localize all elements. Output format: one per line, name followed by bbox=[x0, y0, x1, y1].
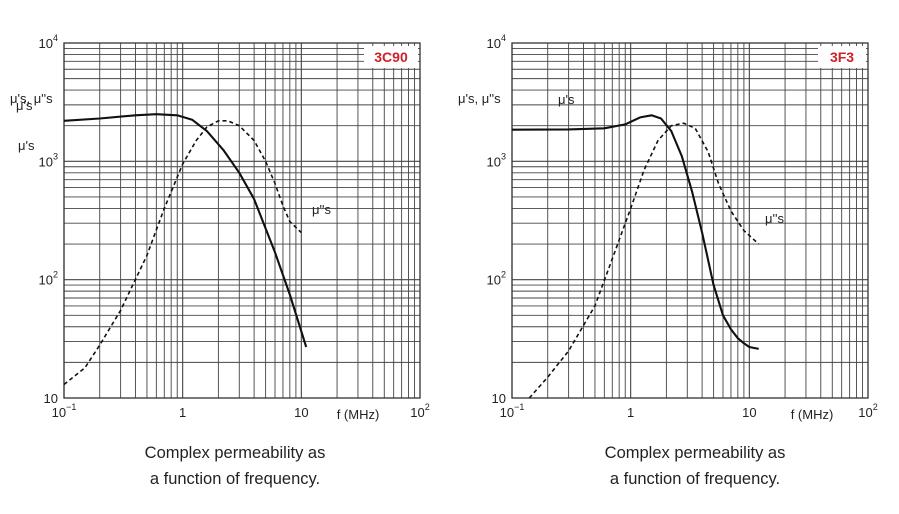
x-tick-label: 1 bbox=[627, 405, 634, 420]
chart-panel-3c90: 3C90 10−1 1 10 102 10 102 103 104 f (MHz) μ's, μ''… bbox=[10, 33, 430, 488]
series-label-mu-real-curve: μ's bbox=[18, 138, 35, 153]
y-axis-label: μ's, μ''s bbox=[458, 91, 501, 106]
plot-frame bbox=[511, 42, 869, 399]
material-label-bg bbox=[818, 46, 866, 68]
series-label-mu-imag: μ''s bbox=[765, 211, 784, 226]
material-label: 3C90 bbox=[374, 49, 408, 65]
x-tick-label: 10 bbox=[742, 405, 756, 420]
y-tick-label: 103 bbox=[487, 151, 506, 169]
x-axis-label: f (MHz) bbox=[337, 407, 380, 422]
y-axis-label: μ's, μ''s bbox=[10, 91, 53, 106]
y-tick-label: 102 bbox=[39, 270, 58, 288]
y-tick-label: 104 bbox=[487, 33, 506, 51]
y-tick-label: 104 bbox=[39, 33, 58, 51]
y-tick-label: 10 bbox=[492, 391, 506, 406]
y-tick-label: 103 bbox=[39, 151, 58, 169]
x-tick-label: 10−1 bbox=[500, 402, 525, 420]
x-tick-label: 1 bbox=[179, 405, 186, 420]
series-label-mu-real: μ's bbox=[558, 92, 575, 107]
x-tick-label: 102 bbox=[858, 402, 877, 420]
x-tick-label: 102 bbox=[410, 402, 429, 420]
chart-panel-3f3: 3F3 10−1 1 10 102 10 102 103 104 f (MHz) μ's, μ''s… bbox=[458, 33, 878, 488]
x-tick-label: 10−1 bbox=[52, 402, 77, 420]
series-line-mu-imag bbox=[63, 120, 302, 386]
series-line-mu-real bbox=[63, 113, 308, 348]
series-label-mu-real: μ's bbox=[16, 98, 33, 113]
x-tick-label: 10 bbox=[294, 405, 308, 420]
y-tick-label: 10 bbox=[44, 391, 58, 406]
x-axis-label: f (MHz) bbox=[791, 407, 834, 422]
series-line-mu-real bbox=[511, 114, 759, 350]
material-label-bg bbox=[364, 46, 418, 68]
caption-line-1: Complex permeability as bbox=[145, 444, 326, 462]
y-tick-label: 102 bbox=[487, 270, 506, 288]
material-label: 3F3 bbox=[830, 49, 854, 65]
caption-line-2: a function of frequency. bbox=[610, 470, 780, 488]
series-label-mu-imag: μ''s bbox=[312, 202, 331, 217]
plot-frame bbox=[63, 42, 421, 399]
caption-line-1: Complex permeability as bbox=[605, 444, 786, 462]
caption-line-2: a function of frequency. bbox=[150, 470, 320, 488]
grid bbox=[63, 43, 420, 399]
series-line-mu-imag bbox=[528, 122, 760, 399]
